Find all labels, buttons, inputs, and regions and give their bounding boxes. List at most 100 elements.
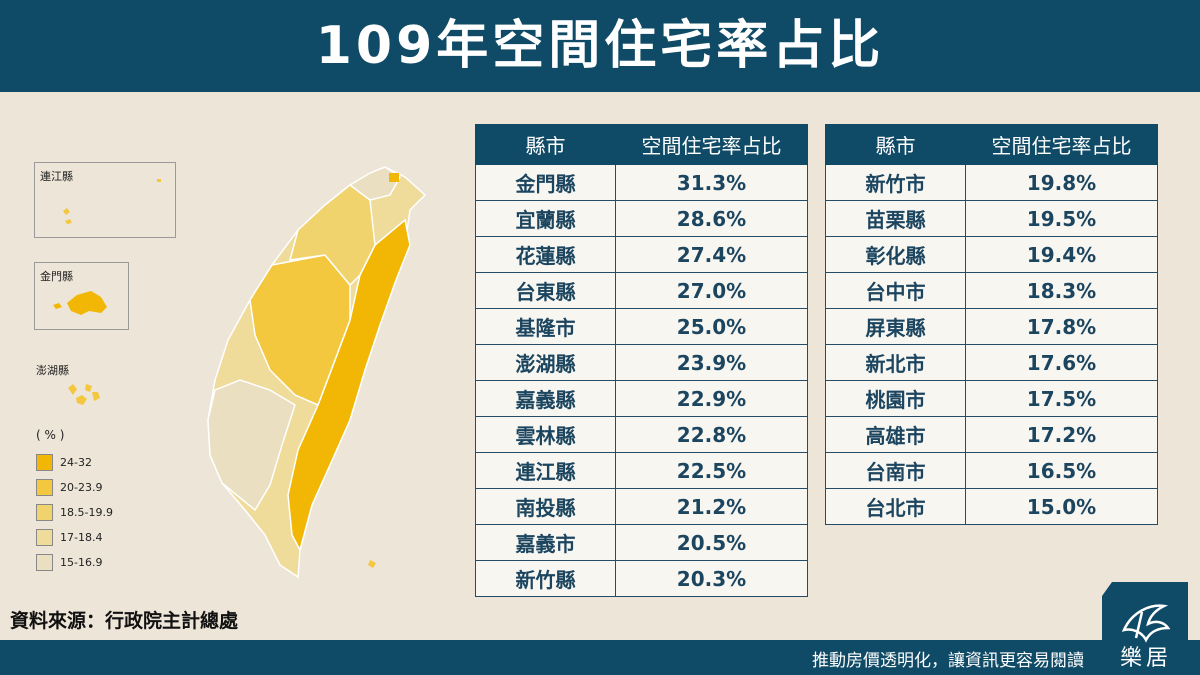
table-row: 新竹縣 20.3%: [475, 560, 808, 597]
legend-label: 17-18.4: [60, 531, 103, 544]
ratio-cell: 22.8%: [615, 416, 808, 453]
legend-item: 18.5-19.9: [36, 500, 113, 525]
data-source: 資料來源：行政院主計總處: [10, 610, 239, 632]
table-row: 宜蘭縣 28.6%: [475, 200, 808, 237]
ratio-cell: 31.3%: [615, 164, 808, 201]
table-row: 南投縣 21.2%: [475, 488, 808, 525]
ratio-cell: 15.0%: [965, 488, 1158, 525]
inset-label-lienchiang: 連江縣: [40, 170, 73, 183]
county-cell: 雲林縣: [475, 416, 616, 453]
table-row: 金門縣 31.3%: [475, 164, 808, 201]
column-header-ratio: 空間住宅率占比: [615, 124, 808, 165]
legend-item: 17-18.4: [36, 525, 113, 550]
table-row: 台中市 18.3%: [825, 272, 1158, 309]
ratio-cell: 27.0%: [615, 272, 808, 309]
county-cell: 苗栗縣: [825, 200, 966, 237]
legend-swatch: [36, 554, 53, 571]
inset-label-penghu: 澎湖縣: [36, 364, 69, 377]
table-row: 台北市 15.0%: [825, 488, 1158, 525]
ratio-table-right: 縣市 空間住宅率占比 新竹市 19.8% 苗栗縣 19.5% 彰化縣 19.4% 台中市 18…: [825, 124, 1158, 525]
table-row: 桃園市 17.5%: [825, 380, 1158, 417]
ratio-cell: 19.5%: [965, 200, 1158, 237]
county-cell: 屏東縣: [825, 308, 966, 345]
map-green-island: [368, 560, 376, 568]
county-cell: 嘉義市: [475, 524, 616, 561]
ratio-cell: 19.8%: [965, 164, 1158, 201]
legend-swatch: [36, 529, 53, 546]
legend-label: 24-32: [60, 456, 92, 469]
table-row: 台東縣 27.0%: [475, 272, 808, 309]
map-east-coast: [287, 218, 411, 553]
table-row: 高雄市 17.2%: [825, 416, 1158, 453]
legend-item: 24-32: [36, 450, 113, 475]
header-bar: [0, 0, 1200, 92]
county-cell: 台東縣: [475, 272, 616, 309]
ratio-cell: 27.4%: [615, 236, 808, 273]
table-row: 基隆市 25.0%: [475, 308, 808, 345]
ratio-cell: 17.2%: [965, 416, 1158, 453]
ratio-cell: 17.6%: [965, 344, 1158, 381]
legend-label: 20-23.9: [60, 481, 103, 494]
table-row: 連江縣 22.5%: [475, 452, 808, 489]
county-cell: 高雄市: [825, 416, 966, 453]
ratio-cell: 23.9%: [615, 344, 808, 381]
ratio-cell: 18.3%: [965, 272, 1158, 309]
table-row: 嘉義縣 22.9%: [475, 380, 808, 417]
footer-bar: [0, 640, 1200, 675]
footer-slogan: 推動房價透明化，讓資訊更容易閱讀: [812, 651, 1084, 671]
ratio-cell: 20.3%: [615, 560, 808, 597]
county-cell: 嘉義縣: [475, 380, 616, 417]
penghu-shape: [68, 384, 100, 405]
ratio-cell: 22.9%: [615, 380, 808, 417]
inset-kinmen: 金門縣: [34, 262, 129, 330]
county-cell: 宜蘭縣: [475, 200, 616, 237]
table-row: 花蓮縣 27.4%: [475, 236, 808, 273]
ratio-cell: 17.8%: [965, 308, 1158, 345]
county-cell: 新竹縣: [475, 560, 616, 597]
column-header-county: 縣市: [825, 124, 966, 165]
table-row: 新竹市 19.8%: [825, 164, 1158, 201]
brand-name: 樂居: [1119, 646, 1172, 671]
map-northwest: [288, 184, 376, 287]
county-cell: 澎湖縣: [475, 344, 616, 381]
legend-item: 20-23.9: [36, 475, 113, 500]
map-southwest: [207, 379, 296, 512]
ratio-cell: 16.5%: [965, 452, 1158, 489]
ratio-cell: 17.5%: [965, 380, 1158, 417]
table-row: 澎湖縣 23.9%: [475, 344, 808, 381]
ratio-table-left: 縣市 空間住宅率占比 金門縣 31.3% 宜蘭縣 28.6% 花蓮縣 27.4% 台東縣 27…: [475, 124, 808, 597]
kinmen-shape: [53, 291, 107, 315]
county-cell: 台北市: [825, 488, 966, 525]
table-row: 新北市 17.6%: [825, 344, 1158, 381]
inset-label-kinmen: 金門縣: [40, 270, 73, 283]
table-row: 苗栗縣 19.5%: [825, 200, 1158, 237]
legend-unit: ( % ): [36, 428, 65, 442]
map-keelung: [389, 173, 399, 182]
county-cell: 新竹市: [825, 164, 966, 201]
county-cell: 連江縣: [475, 452, 616, 489]
county-cell: 台中市: [825, 272, 966, 309]
column-header-ratio: 空間住宅率占比: [965, 124, 1158, 165]
legend-swatch: [36, 454, 53, 471]
column-header-county: 縣市: [475, 124, 616, 165]
table-row: 嘉義市 20.5%: [475, 524, 808, 561]
table-row: 彰化縣 19.4%: [825, 236, 1158, 273]
county-cell: 台南市: [825, 452, 966, 489]
county-cell: 花蓮縣: [475, 236, 616, 273]
county-cell: 南投縣: [475, 488, 616, 525]
ratio-cell: 21.2%: [615, 488, 808, 525]
legend-swatch: [36, 504, 53, 521]
page-title: 109年空間住宅率占比: [315, 16, 885, 76]
county-cell: 金門縣: [475, 164, 616, 201]
table-row: 雲林縣 22.8%: [475, 416, 808, 453]
brand-logo-icon: [1102, 582, 1188, 672]
county-cell: 桃園市: [825, 380, 966, 417]
ratio-cell: 19.4%: [965, 236, 1158, 273]
table-row: 台南市 16.5%: [825, 452, 1158, 489]
ratio-cell: 25.0%: [615, 308, 808, 345]
map-legend: ( % ) 24-32 20-23.9 18.5-19.9 17-18.4 15…: [36, 428, 113, 575]
legend-swatch: [36, 479, 53, 496]
legend-label: 15-16.9: [60, 556, 103, 569]
map-north-tip: [348, 166, 401, 201]
table-row: 屏東縣 17.8%: [825, 308, 1158, 345]
